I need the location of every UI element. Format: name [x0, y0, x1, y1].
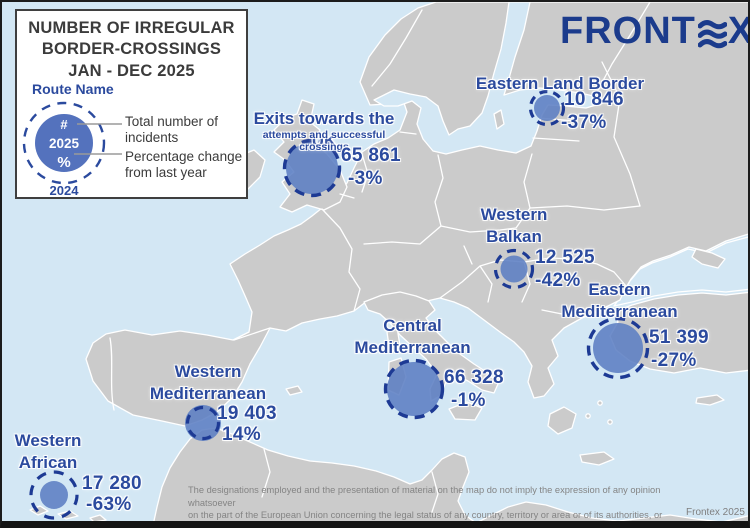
bubble-western-african [29, 470, 79, 520]
route-change: -27% [651, 350, 697, 371]
route-value: 65 861 [341, 145, 401, 166]
map-title: NUMBER OF IRREGULAR BORDER-CROSSINGS JAN… [28, 19, 235, 80]
bubble-2024-ring [383, 358, 445, 420]
route-label: Western [480, 205, 548, 224]
bubble-eastern-land-border [528, 89, 566, 127]
island-canary [29, 505, 49, 516]
bubble-2025-circle [593, 323, 643, 373]
legend-annotation-total: Total number of incidents [125, 114, 219, 145]
route-change: -37% [561, 112, 607, 133]
island-aegean [607, 419, 613, 425]
route-label: Central [383, 316, 442, 335]
island-aegean [597, 400, 603, 406]
bubble-western-mediterranean [185, 405, 221, 441]
route-value: 19 403 [217, 403, 277, 424]
route-change: 14% [222, 424, 261, 445]
island-balearic [285, 385, 303, 396]
bubble-2024-ring [185, 405, 221, 441]
bubble-central-mediterranean [383, 358, 445, 420]
route-bubbles [29, 89, 650, 520]
legend-box: NUMBER OF IRREGULAR BORDER-CROSSINGS JAN… [15, 9, 248, 199]
route-value: 12 525 [535, 247, 595, 268]
legend-symbol-percent: % [57, 154, 70, 171]
route-label: Eastern [588, 280, 651, 299]
bubble-2025-circle [185, 405, 221, 441]
bubble-2024-ring [528, 89, 566, 127]
bubble-exits-uk [282, 138, 342, 198]
bubble-2025-circle [387, 362, 441, 416]
bubble-2025-circle [500, 255, 528, 283]
country-borders [109, 2, 651, 513]
route-change: -3% [348, 168, 383, 189]
route-change: -1% [451, 390, 486, 411]
legend-route-name-label: Route Name [32, 81, 114, 97]
bubble-western-balkan [493, 248, 535, 290]
legend-2024-ring [22, 101, 106, 185]
island-corsica [386, 326, 401, 354]
island-sicily [448, 401, 483, 421]
legend-symbol-hash: # [60, 117, 68, 132]
sea-baltic [373, 2, 604, 155]
bubble-2024-ring [282, 138, 342, 198]
legend-2024-label: 2024 [49, 183, 79, 198]
route-label: Exits towards the UK [253, 109, 395, 150]
route-label: Mediterranean [149, 383, 267, 403]
route-label: Balkan [486, 226, 542, 246]
bubble-eastern-mediterranean [586, 316, 650, 380]
landmass-italy [363, 291, 499, 402]
bubble-2024-ring [493, 248, 535, 290]
route-label: African [18, 452, 78, 472]
route-label: Eastern Land Border [475, 74, 645, 93]
map-disclaimer: The designations employed and the presen… [188, 485, 663, 528]
route-change: -42% [535, 270, 581, 291]
frontex-wave-e-icon [697, 19, 727, 48]
bubble-2025-circle [534, 95, 560, 121]
island-aegean [585, 413, 591, 419]
logo-text-x: X [728, 10, 748, 53]
frontex-credit: Frontex 2025 [686, 507, 745, 518]
bubble-2025-circle [286, 142, 338, 194]
bubble-2024-ring [29, 470, 79, 520]
route-change: -63% [86, 494, 132, 515]
landmass-balkans [439, 257, 627, 399]
island-canary [89, 514, 107, 521]
route-value: 17 280 [82, 473, 142, 494]
bubble-2024-ring [586, 316, 650, 380]
landmass-crimea [691, 248, 726, 269]
bubble-2025-circle [40, 481, 68, 509]
route-label: Mediterranean [354, 337, 471, 357]
landmass-crete [579, 451, 615, 466]
legend-annotation-percent: Percentage change from last year [125, 149, 243, 180]
legend-2025-circle [35, 114, 93, 172]
frontex-logo: FRONT X [560, 10, 748, 53]
route-label: Western [174, 362, 242, 381]
island-cyprus [695, 394, 725, 406]
legend-symbol-2025: 2025 [49, 136, 80, 151]
island-gotland [493, 109, 505, 130]
landmass-peloponnese [547, 406, 577, 435]
route-value: 66 328 [444, 367, 504, 388]
route-value: 10 846 [564, 89, 624, 110]
legend-symbol: # 2025 % [22, 101, 122, 185]
route-label: Mediterranean [561, 301, 678, 321]
route-subtitle: attempts and successful crossings [262, 129, 386, 153]
route-value: 51 399 [649, 327, 709, 348]
logo-text-front: FRONT [560, 10, 696, 52]
route-label: Western [14, 431, 82, 450]
